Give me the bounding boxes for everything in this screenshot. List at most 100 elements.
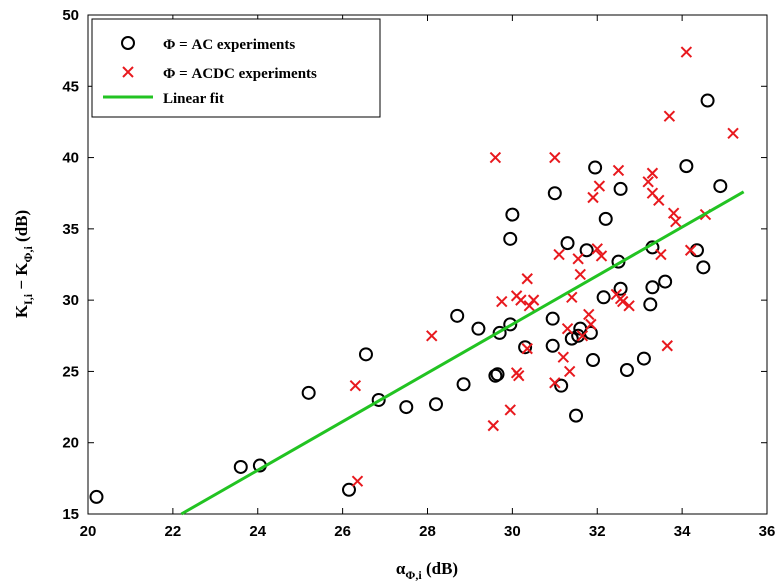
acdc-data-point: [576, 330, 589, 342]
legend: Φ = AC experiments Φ = ACDC experiments …: [91, 18, 381, 118]
y-tick-label: 50: [62, 7, 79, 24]
acdc-data-point: [642, 176, 654, 188]
acdc-data-point: [563, 365, 576, 378]
ac-data-point: [554, 378, 569, 393]
acdc-data-point: [513, 369, 525, 382]
y-tick-label: 20: [62, 435, 79, 452]
acdc-data-point: [496, 295, 508, 308]
y-tick-label: 40: [62, 150, 79, 167]
y-tick-labels: 15 20 25 30 35 40 45 50: [62, 7, 79, 523]
legend-label-ac: Φ = AC experiments: [163, 37, 295, 53]
acdc-data-point: [349, 379, 362, 392]
ac-data-point: [545, 311, 560, 326]
ac-data-point: [645, 280, 660, 295]
ac-data-point: [636, 351, 651, 366]
x-tick-label: 26: [334, 523, 351, 540]
ac-data-point: [456, 377, 471, 392]
ac-data-point: [696, 260, 711, 275]
acdc-data-point: [561, 322, 574, 335]
ac-data-point: [571, 328, 586, 343]
ac-data-point: [596, 290, 611, 305]
x-axis-label: αΦ,i (dB): [396, 559, 458, 582]
legend-label-fit: Linear fit: [163, 91, 224, 107]
x-tick-label: 22: [165, 523, 182, 540]
ac-data-point: [358, 347, 373, 362]
ac-data-point: [679, 159, 694, 174]
legend-box: [91, 18, 381, 118]
acdc-data-point: [523, 300, 536, 312]
ac-data-point: [505, 207, 520, 222]
ac-data-point: [588, 160, 603, 175]
acdc-data-point: [549, 151, 561, 164]
acdc-data-point: [612, 164, 625, 177]
legend-circle-marker: [121, 36, 135, 50]
acdc-data-point: [487, 419, 499, 432]
y-tick-label: 15: [62, 506, 79, 523]
acdc-data-point: [521, 273, 533, 285]
x-tick-label: 24: [249, 523, 266, 540]
ac-data-point: [233, 459, 248, 474]
acdc-data-point: [504, 404, 516, 416]
ac-data-point: [471, 321, 486, 336]
ac-data-point: [503, 231, 518, 246]
x-tick-labels: 20 22 24 26 28 30 32 34 36: [80, 523, 776, 540]
x-tick-label: 32: [589, 523, 606, 540]
acdc-data-point: [521, 342, 533, 355]
x-tick-label: 36: [759, 523, 776, 540]
acdc-data-point: [593, 180, 606, 192]
acdc-data-point: [527, 294, 540, 306]
ac-data-point: [371, 392, 386, 407]
legend-x-marker: [122, 66, 134, 78]
acdc-data-point: [566, 291, 578, 303]
x-tick-label: 28: [419, 523, 436, 540]
acdc-data-point: [661, 340, 673, 352]
acdc-data-point: [583, 308, 595, 321]
ac-data-point: [518, 340, 533, 355]
x-tick-label: 20: [80, 523, 97, 540]
ac-data-point: [547, 186, 562, 201]
acdc-data-point: [574, 268, 586, 281]
acdc-data-point: [572, 253, 584, 265]
ac-data-point: [545, 338, 560, 353]
ac-data-point: [586, 353, 601, 368]
ac-data-point: [399, 400, 414, 415]
acdc-data-point: [515, 294, 527, 306]
y-tick-label: 30: [62, 292, 79, 309]
ac-data-point: [643, 297, 658, 312]
x-tick-label: 34: [674, 523, 691, 540]
ac-data-point: [490, 367, 505, 382]
acdc-data-point: [426, 330, 438, 342]
acdc-data-point: [680, 46, 693, 58]
y-tick-label: 45: [62, 78, 79, 95]
y-tick-label: 25: [62, 363, 79, 380]
acdc-data-point: [727, 127, 739, 140]
acdc-data-point: [623, 300, 635, 312]
acdc-data-point: [646, 167, 659, 179]
y-tick-label: 35: [62, 221, 79, 238]
ac-data-point: [301, 385, 316, 400]
ac-data-point: [503, 317, 518, 332]
ac-data-point: [700, 93, 715, 108]
acdc-data-point: [667, 207, 680, 219]
acdc-data-point: [585, 318, 597, 331]
acdc-data-point: [595, 250, 608, 262]
acdc-data-point: [670, 216, 682, 228]
acdc-data-point: [553, 248, 565, 261]
acdc-data-point: [489, 151, 502, 164]
ac-data-point: [89, 489, 104, 504]
ac-data-point: [492, 325, 507, 340]
acdc-data-point: [653, 194, 665, 207]
x-tick-label: 30: [504, 523, 521, 540]
axis-ticks: [87, 14, 768, 515]
y-axis-label: KI,i − KΦ,i (dB): [12, 210, 35, 318]
linear-fit-line: [180, 190, 745, 516]
ac-data-point: [450, 308, 465, 323]
ac-data-point: [658, 274, 673, 289]
ac-data-point: [713, 179, 728, 194]
ac-data-point: [579, 243, 594, 258]
acdc-data-point: [655, 248, 667, 261]
acdc-data-point: [617, 295, 629, 308]
acdc-data-point: [684, 244, 697, 256]
ac-data-point: [341, 482, 356, 497]
acdc-data-point: [557, 351, 570, 363]
